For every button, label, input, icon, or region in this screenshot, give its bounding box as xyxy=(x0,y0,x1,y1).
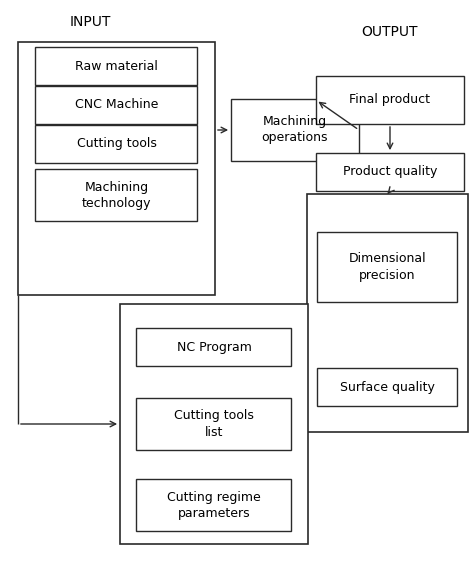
Bar xyxy=(307,194,468,432)
Bar xyxy=(316,153,464,191)
Bar xyxy=(36,169,198,221)
Bar xyxy=(318,232,457,302)
Bar xyxy=(36,86,198,124)
Bar xyxy=(120,304,308,544)
Bar xyxy=(36,125,198,163)
Text: Dimensional
precision: Dimensional precision xyxy=(349,252,426,282)
Bar xyxy=(231,99,359,161)
Text: CNC Machine: CNC Machine xyxy=(75,98,158,111)
Bar xyxy=(316,76,464,124)
Bar xyxy=(137,398,292,450)
Text: Machining
operations: Machining operations xyxy=(262,116,328,144)
Text: OUTPUT: OUTPUT xyxy=(362,25,418,39)
Bar xyxy=(318,368,457,406)
Text: NC Program: NC Program xyxy=(176,341,251,353)
Text: Cutting regime
parameters: Cutting regime parameters xyxy=(167,491,261,519)
Text: Cutting tools: Cutting tools xyxy=(77,138,156,151)
Bar xyxy=(137,328,292,366)
Bar xyxy=(137,479,292,531)
Text: Raw material: Raw material xyxy=(75,60,158,72)
Text: INPUT: INPUT xyxy=(69,15,111,29)
Text: Machining
technology: Machining technology xyxy=(82,180,151,210)
Text: Final product: Final product xyxy=(349,93,430,107)
Text: Surface quality: Surface quality xyxy=(340,380,435,393)
Bar xyxy=(36,47,198,85)
Text: Product quality: Product quality xyxy=(343,165,437,179)
Text: Cutting tools
list: Cutting tools list xyxy=(174,410,254,438)
Bar xyxy=(18,42,215,295)
